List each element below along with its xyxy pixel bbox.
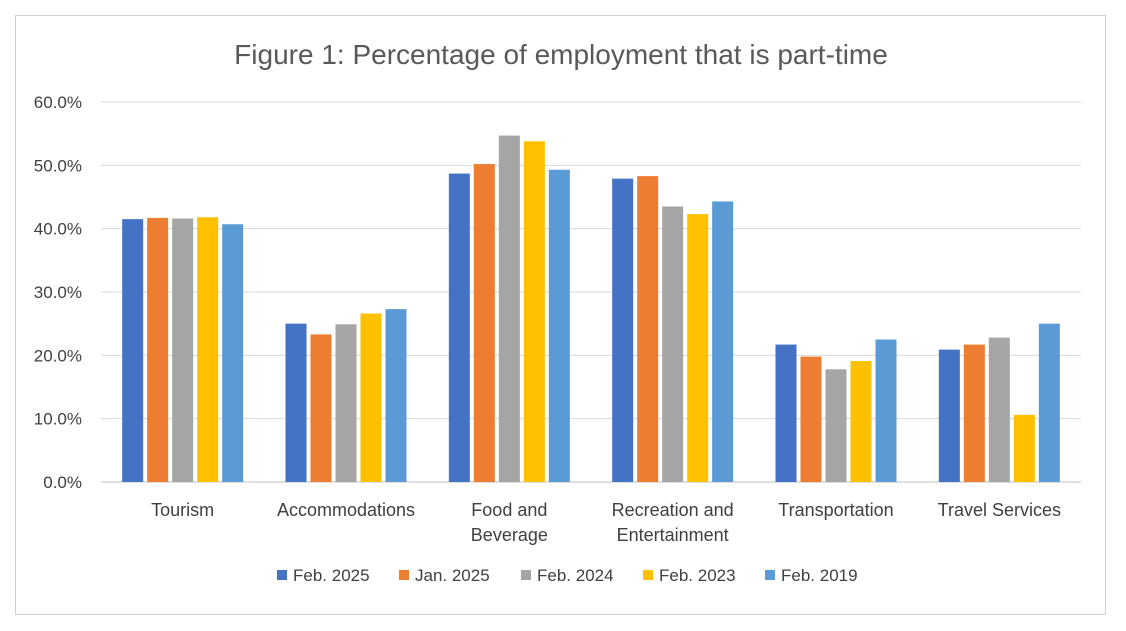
legend-label: Jan. 2025	[415, 566, 490, 585]
y-tick-label: 0.0%	[43, 473, 82, 492]
bar	[687, 214, 709, 482]
bar	[662, 206, 684, 482]
category-label: Tourism	[151, 500, 214, 520]
bar	[335, 324, 357, 482]
bar	[1038, 323, 1060, 482]
chart-title: Figure 1: Percentage of employment that …	[234, 39, 888, 70]
legend: Feb. 2025 Jan. 2025 Feb. 2024 Feb. 2023 Feb.…	[277, 566, 858, 585]
legend-swatch	[277, 570, 287, 580]
legend-swatch	[521, 570, 531, 580]
x-axis-categories: Tourism Accommodations Food and Beverage Rec…	[151, 500, 1061, 545]
bar	[637, 176, 659, 482]
bar	[360, 313, 382, 482]
y-tick-label: 60.0%	[34, 93, 82, 112]
category-label: Transportation	[778, 500, 893, 520]
bar	[850, 361, 872, 482]
bar	[310, 334, 332, 482]
bar	[825, 369, 847, 482]
bar	[385, 309, 407, 482]
y-tick-label: 10.0%	[34, 410, 82, 429]
bar	[498, 135, 520, 483]
bar	[523, 141, 545, 482]
category-label: Recreation and Entertainment	[612, 500, 734, 545]
legend-label: Feb. 2023	[659, 566, 736, 585]
bar	[197, 217, 219, 482]
bar	[122, 219, 144, 482]
bar	[963, 344, 985, 482]
bar	[548, 169, 570, 482]
bar	[712, 201, 734, 482]
bar	[285, 323, 307, 482]
y-tick-label: 20.0%	[34, 346, 82, 365]
y-axis-ticks: 0.0% 10.0% 20.0% 30.0% 40.0% 50.0% 60.0%	[34, 93, 82, 492]
legend-label: Feb. 2024	[537, 566, 614, 585]
category-label: Accommodations	[277, 500, 415, 520]
bars	[122, 135, 1060, 483]
bar	[172, 218, 194, 483]
bar	[938, 349, 960, 482]
legend-label: Feb. 2025	[293, 566, 370, 585]
legend-swatch	[399, 570, 409, 580]
y-tick-label: 40.0%	[34, 220, 82, 239]
gridlines	[101, 101, 1081, 483]
bar	[1013, 414, 1035, 482]
bar	[988, 337, 1010, 482]
legend-label: Feb. 2019	[781, 566, 858, 585]
bar	[473, 164, 495, 483]
legend-swatch	[765, 570, 775, 580]
legend-swatch	[643, 570, 653, 580]
bar	[222, 224, 244, 482]
bar	[612, 178, 634, 482]
bar	[448, 173, 470, 483]
bar	[147, 217, 169, 482]
bar	[875, 339, 897, 482]
y-tick-label: 30.0%	[34, 283, 82, 302]
bar	[800, 356, 822, 482]
category-label: Travel Services	[938, 500, 1061, 520]
category-label: Food and Beverage	[471, 500, 548, 545]
bar	[775, 344, 797, 482]
y-tick-label: 50.0%	[34, 156, 82, 175]
